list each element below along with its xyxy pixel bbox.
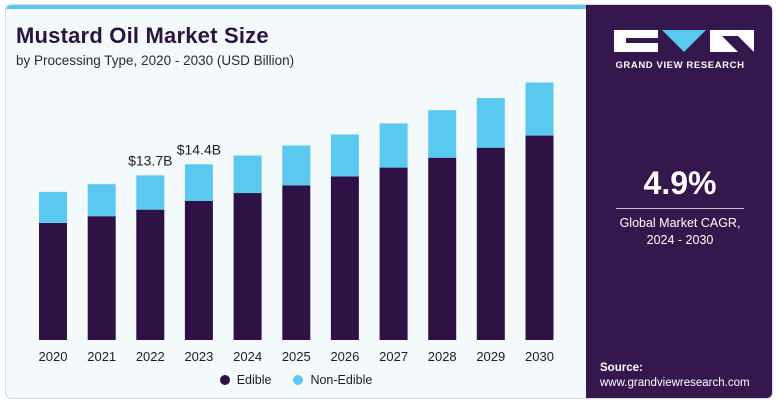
x-tick-label: 2021 (87, 349, 116, 364)
bar-edible-2027 (380, 168, 408, 340)
brand-name: GRAND VIEW RESEARCH (586, 60, 773, 71)
data-label-2023: $14.4B (177, 141, 221, 157)
bar-edible-2020 (39, 223, 67, 340)
cagr-label: Global Market CAGR, (586, 215, 773, 232)
cagr-divider (616, 208, 744, 209)
cagr-value: 4.9% (586, 165, 773, 202)
bar-non-edible-2025 (282, 146, 310, 186)
legend-entry-edible: Edible (220, 373, 272, 387)
bar-edible-2023 (185, 201, 213, 340)
x-tick-label: 2024 (233, 349, 262, 364)
legend-swatch (220, 375, 230, 385)
grand-view-research-logo (614, 30, 754, 52)
legend-entry-non-edible: Non-Edible (293, 373, 372, 387)
bar-non-edible-2030 (526, 83, 554, 136)
x-tick-label: 2028 (428, 349, 457, 364)
bar-non-edible-2028 (428, 110, 456, 158)
source-title: Source: (600, 362, 643, 374)
bar-non-edible-2022 (136, 175, 164, 209)
x-tick-label: 2022 (136, 349, 165, 364)
bar-edible-2022 (136, 210, 164, 340)
bar-non-edible-2020 (39, 192, 67, 223)
legend-swatch (293, 375, 303, 385)
bar-edible-2030 (526, 136, 554, 340)
bar-edible-2021 (88, 216, 116, 340)
bar-non-edible-2026 (331, 135, 359, 177)
bar-chart: 2020 2021 2022 2023 2024 2025 2026 2027 2028 2029… (6, 5, 586, 399)
bar-edible-2024 (234, 193, 262, 340)
bar-edible-2029 (477, 148, 505, 340)
bar-non-edible-2029 (477, 98, 505, 148)
bar-non-edible-2027 (380, 123, 408, 167)
chart-card: Mustard Oil Market Size by Processing Ty… (5, 4, 773, 399)
x-tick-label: 2027 (379, 349, 408, 364)
cagr-period: 2024 - 2030 (586, 232, 773, 249)
bar-edible-2028 (428, 158, 456, 340)
bar-non-edible-2023 (185, 164, 213, 201)
data-label-2022: $13.7B (128, 152, 172, 168)
bar-edible-2026 (331, 177, 359, 341)
legend: Edible Non-Edible (6, 373, 586, 387)
source-url: www.grandviewresearch.com (600, 377, 750, 389)
legend-label: Non-Edible (310, 373, 372, 387)
side-panel: GRAND VIEW RESEARCH 4.9% Global Market C… (586, 5, 773, 399)
x-tick-label: 2029 (476, 349, 505, 364)
x-tick-label: 2026 (330, 349, 359, 364)
x-tick-label: 2030 (525, 349, 554, 364)
bar-non-edible-2021 (88, 184, 116, 216)
x-tick-label: 2023 (184, 349, 213, 364)
x-tick-label: 2025 (282, 349, 311, 364)
legend-label: Edible (237, 373, 272, 387)
bar-non-edible-2024 (234, 156, 262, 194)
bar-edible-2025 (282, 185, 310, 340)
x-tick-label: 2020 (39, 349, 68, 364)
